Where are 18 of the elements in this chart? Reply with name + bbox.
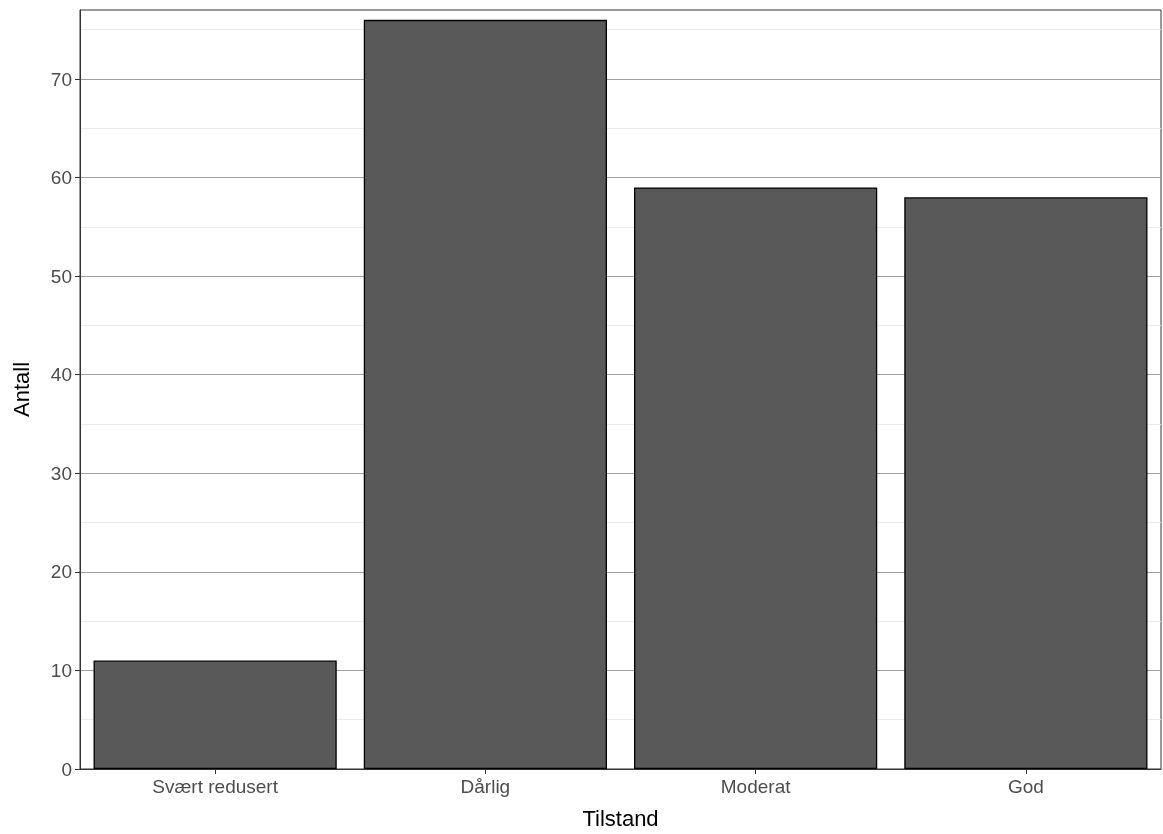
bar [363, 19, 607, 769]
y-tick-label: 50 [50, 265, 72, 287]
y-tick-label: 0 [61, 758, 72, 780]
y-tick-label: 20 [50, 561, 72, 583]
y-axis-title: Antall [8, 361, 34, 418]
x-tick-label: God [1007, 776, 1044, 797]
x-axis-title: Tilstand [582, 805, 659, 831]
y-tick-label: 70 [50, 68, 72, 90]
y-tick-label: 30 [50, 462, 72, 484]
x-tick-label: Dårlig [460, 776, 511, 797]
x-tick-label: Moderat [720, 776, 792, 797]
y-tick-label: 40 [50, 364, 72, 386]
x-tick-label: Svært redusert [152, 776, 279, 797]
bar [904, 197, 1148, 769]
bar [93, 660, 337, 769]
y-tick-label: 10 [50, 659, 72, 681]
bar [634, 187, 878, 769]
y-tick-label: 60 [50, 167, 72, 189]
